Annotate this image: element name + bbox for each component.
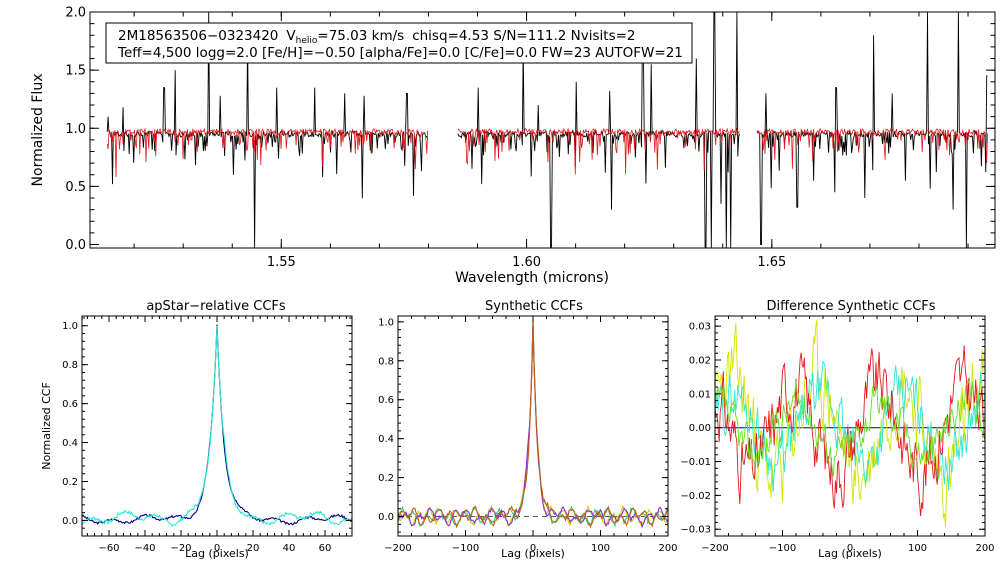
synthetic-ccf-ytick-label: 0.0 — [378, 512, 394, 523]
annotation-line-2: Teff=4,500 logg=2.0 [Fe/H]=−0.50 [alpha/… — [117, 45, 683, 61]
spectrum-ytick-label: 0.0 — [65, 238, 86, 253]
difference-ccf-ytick-label: 0.03 — [689, 322, 711, 333]
spectrum-xtick-label: 1.65 — [757, 255, 786, 270]
synthetic-ccf-ytick-label: 0.4 — [378, 434, 394, 445]
synthetic-ccf-xtick-label: 200 — [658, 543, 677, 554]
apstar-ccf-xtick-label: 0 — [214, 543, 220, 554]
spectrum-line-model-2 — [457, 127, 740, 175]
apstar-ccf-ytick-label: 0.2 — [62, 477, 78, 488]
synthetic-ccf-xtick-label: −200 — [384, 543, 411, 554]
synthetic-ccf-ytick-label: 0.2 — [378, 473, 394, 484]
spectrum-annotation: 2M18563506−0323420 Vhelio=75.03 km/s chisq… — [105, 22, 693, 64]
difference-ccf-panel: Difference Synthetic CCFs −200 −100 0 100 20… — [680, 299, 994, 560]
spectrum-series — [106, 12, 988, 248]
difference-ccf-ytick-label: 0.00 — [689, 423, 711, 434]
spectrum-ytick-label: 2.0 — [65, 6, 86, 21]
spectrum-xtick-label: 1.60 — [512, 255, 541, 270]
synthetic-ccf-ytick-label: 0.8 — [378, 356, 394, 367]
difference-ccf-ytick-label: −0.02 — [680, 491, 711, 502]
difference-ccf-xtick-label: −200 — [701, 543, 728, 554]
apstar-ccf-ytick-label: 0.0 — [62, 516, 78, 527]
apstar-ccf-series — [81, 324, 353, 527]
difference-ccf-xlabel: Lag (pixels) — [818, 547, 882, 560]
apstar-ccf-ytick-label: 0.6 — [62, 399, 78, 410]
difference-ccf-series — [714, 319, 986, 527]
apstar-ccf-xtick-label: −20 — [170, 543, 191, 554]
annotation-box — [105, 22, 693, 64]
fit-stats: chisq=4.53 S/N=111.2 Nvisits=2 — [412, 28, 635, 44]
apstar-ccf-ticks: −60 −40 −20 0 20 40 60 0.0 0.2 0.4 0.6 0.8 1.0 — [62, 316, 352, 554]
difference-ccf-title: Difference Synthetic CCFs — [766, 299, 935, 314]
apstar-ccf-ytick-label: 1.0 — [62, 321, 78, 332]
spectrum-ticks: 1.55 1.60 1.65 0.0 0.5 1.0 1.5 2.0 — [65, 6, 995, 270]
difference-ccf-line-4 — [714, 377, 986, 477]
apstar-ccf-line-1 — [81, 324, 353, 526]
spectrum-ytick-label: 1.5 — [65, 64, 86, 79]
star-id: 2M18563506−0323420 — [118, 28, 278, 44]
apstar-ccf-xtick-label: −40 — [134, 543, 155, 554]
synthetic-ccf-line-4 — [397, 321, 669, 529]
spectrum-xtick-label: 1.55 — [267, 255, 296, 270]
apstar-ccf-line-2 — [81, 325, 353, 527]
difference-ccf-ytick-label: 0.01 — [689, 389, 711, 400]
annotation-line-1: 2M18563506−0323420 Vhelio=75.03 km/s chisq… — [118, 28, 636, 46]
apstar-ccf-frame — [81, 315, 353, 537]
synthetic-ccf-title: Synthetic CCFs — [485, 299, 583, 314]
synthetic-ccf-xtick-label: 0 — [530, 543, 536, 554]
difference-ccf-ticks: −200 −100 0 100 200 −0.03 −0.02 −0.01 0.00 0.01 0.… — [680, 316, 995, 554]
synthetic-ccf-line-2 — [397, 320, 669, 528]
synthetic-ccf-ticks: −200 −100 0 100 200 0.0 0.2 0.4 0.6 0.8 1.0 — [378, 316, 678, 554]
spectrum-frame — [89, 11, 996, 249]
spectrum-ytick-label: 1.0 — [65, 122, 86, 137]
apstar-ccf-title: apStar−relative CCFs — [146, 299, 286, 314]
vhelio-value: =75.03 km/s — [317, 28, 404, 44]
difference-ccf-ytick-label: −0.01 — [680, 457, 711, 468]
apstar-ccf-xtick-label: 20 — [247, 543, 260, 554]
synthetic-ccf-frame — [397, 315, 669, 537]
spectrum-ytick-label: 0.5 — [65, 180, 86, 195]
difference-ccf-line-2 — [714, 360, 986, 493]
vhelio-symbol: V — [286, 28, 296, 44]
apstar-ccf-xtick-label: −60 — [98, 543, 119, 554]
difference-ccf-frame — [714, 315, 986, 537]
spectrum-line-model-3 — [756, 127, 988, 169]
apstar-ccf-xtick-label: 40 — [283, 543, 296, 554]
spectrum-ylabel: Normalized Flux — [30, 74, 46, 187]
synthetic-ccf-panel: Synthetic CCFs −200 −100 0 100 200 0.0 0.2 0.4 0… — [378, 299, 677, 560]
apstar-ccf-xlabel: Lag (pixels) — [185, 547, 249, 560]
synthetic-ccf-xlabel: Lag (pixels) — [501, 547, 565, 560]
synthetic-ccf-xtick-label: −100 — [452, 543, 479, 554]
apstar-ccf-ytick-label: 0.4 — [62, 438, 78, 449]
synthetic-ccf-line-3 — [397, 321, 669, 529]
synthetic-ccf-xtick-label: 100 — [591, 543, 610, 554]
difference-ccf-xtick-label: 200 — [975, 543, 994, 554]
synthetic-ccf-line-1 — [397, 323, 669, 528]
difference-ccf-ytick-label: 0.02 — [689, 356, 711, 367]
spectrum-xlabel: Wavelength (microns) — [455, 270, 609, 286]
synthetic-ccf-ytick-label: 0.6 — [378, 395, 394, 406]
synthetic-ccf-ytick-label: 1.0 — [378, 317, 394, 328]
apstar-ccf-ytick-label: 0.8 — [62, 360, 78, 371]
apstar-ccf-ylabel: Normalized CCF — [40, 382, 53, 470]
difference-ccf-ytick-label: −0.03 — [680, 525, 711, 536]
apstar-ccf-panel: apStar−relative CCFs −60 −40 −20 0 20 40 60 0.0… — [40, 299, 353, 560]
spectrum-panel: 1.55 1.60 1.65 0.0 0.5 1.0 1.5 2.0 Wavelength (… — [30, 6, 996, 286]
difference-ccf-xtick-label: 0 — [847, 543, 853, 554]
difference-ccf-xtick-label: 100 — [908, 543, 927, 554]
spectrum-line-model-1 — [106, 127, 429, 178]
difference-ccf-line-3 — [714, 345, 986, 517]
difference-ccf-xtick-label: −100 — [769, 543, 796, 554]
vhelio-subscript: helio — [296, 36, 318, 46]
synthetic-ccf-series — [397, 320, 669, 529]
apstar-ccf-xtick-label: 60 — [319, 543, 332, 554]
spectrum-line-observed-1 — [106, 12, 429, 248]
